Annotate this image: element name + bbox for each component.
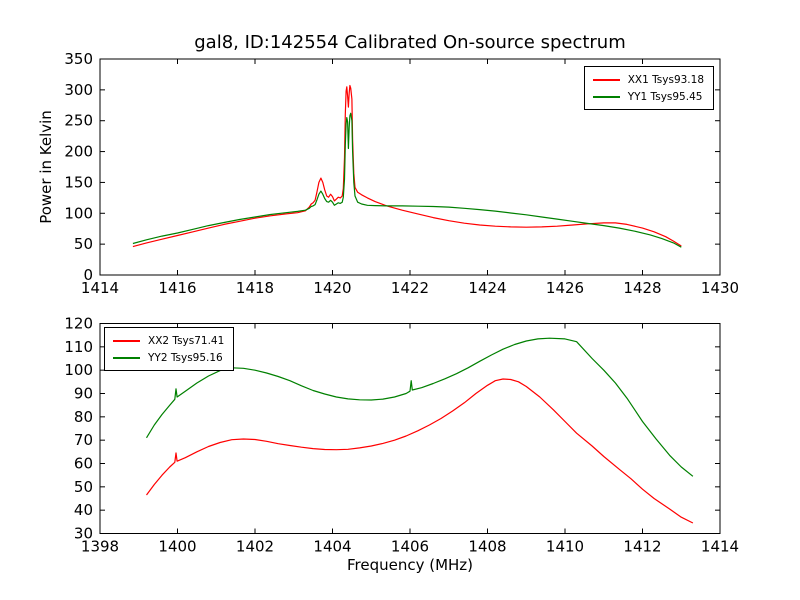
x-tick-label-1400: 1400: [158, 538, 196, 556]
x-tick-label-1404: 1404: [313, 538, 351, 556]
y-tick-label-30: 30: [74, 525, 93, 543]
legend-label-xx1: XX1 Tsys93.18: [627, 73, 704, 86]
x-tick-label-1428: 1428: [623, 279, 661, 297]
y-tick-label-0: 0: [83, 266, 93, 284]
x-axis-label: Frequency (MHz): [346, 556, 474, 574]
y-tick-label-60: 60: [74, 455, 93, 473]
y-tick-label-350: 350: [64, 50, 93, 68]
y-tick-label-250: 250: [64, 112, 93, 130]
x-tick-label-1408: 1408: [468, 538, 506, 556]
bottom-axes: 1398 1400 1402 1404 1406 1408 1410 1412 1414 30 40…: [64, 315, 739, 556]
legend-label-yy2: YY2 Tsys95.16: [148, 351, 223, 364]
legend-entry-xx2: XX2 Tsys71.41: [113, 332, 224, 349]
y-tick-label-100: 100: [64, 361, 93, 379]
legend-label-yy1: YY1 Tsys95.45: [627, 90, 703, 103]
series-line-xx2: [146, 378, 694, 524]
series-line-yy1: [132, 112, 682, 248]
x-tick-label-1412: 1412: [623, 538, 661, 556]
y-tick-label-70: 70: [74, 431, 93, 449]
y-tick-label-200: 200: [64, 143, 93, 161]
legend-entry-xx1: XX1 Tsys93.18: [592, 71, 704, 88]
legend-line-sample-xx2: [113, 339, 140, 342]
x-tick-label-1414: 1414: [701, 538, 739, 556]
y-tick-label-120: 120: [64, 315, 93, 333]
legend-bottom: XX2 Tsys71.41 YY2 Tsys95.16: [104, 327, 235, 371]
y-tick-label-100: 100: [64, 204, 93, 222]
y-tick-label-50: 50: [74, 235, 93, 253]
x-tick-label-1402: 1402: [236, 538, 274, 556]
x-tick-label-1406: 1406: [391, 538, 429, 556]
y-tick-label-40: 40: [74, 501, 93, 519]
legend-label-xx2: XX2 Tsys71.41: [148, 334, 225, 347]
y-axis-label: Power in Kelvin: [37, 110, 55, 224]
series-line-xx1: [132, 84, 682, 248]
x-tick-label-1416: 1416: [158, 279, 196, 297]
y-tick-label-50: 50: [74, 478, 93, 496]
legend-entry-yy2: YY2 Tsys95.16: [113, 349, 224, 366]
x-tick-label-1426: 1426: [546, 279, 584, 297]
x-tick-label-1420: 1420: [313, 279, 351, 297]
legend-line-sample-yy2: [113, 356, 140, 359]
plot-title: gal8, ID:142554 Calibrated On-source spe…: [194, 32, 626, 53]
x-tick-label-1414: 1414: [81, 279, 119, 297]
x-tick-label-1424: 1424: [468, 279, 506, 297]
y-tick-label-80: 80: [74, 408, 93, 426]
series-line-yy2: [145, 337, 694, 477]
x-tick-label-1430: 1430: [701, 279, 739, 297]
x-tick-label-1410: 1410: [546, 538, 584, 556]
y-tick-label-110: 110: [64, 338, 93, 356]
legend-line-sample-yy1: [592, 95, 620, 98]
legend-entry-yy1: YY1 Tsys95.45: [592, 88, 704, 105]
x-tick-label-1398: 1398: [81, 538, 119, 556]
top-axes: 1414 1416 1418 1420 1422 1424 1426 1428 1430 0 50 1…: [64, 50, 739, 297]
legend-line-sample-xx1: [592, 78, 620, 81]
y-tick-label-150: 150: [64, 173, 93, 191]
legend-top: XX1 Tsys93.18 YY1 Tsys95.45: [583, 66, 714, 110]
x-tick-label-1422: 1422: [391, 279, 429, 297]
y-tick-label-300: 300: [64, 81, 93, 99]
x-tick-label-1418: 1418: [236, 279, 274, 297]
y-tick-label-90: 90: [74, 385, 93, 403]
